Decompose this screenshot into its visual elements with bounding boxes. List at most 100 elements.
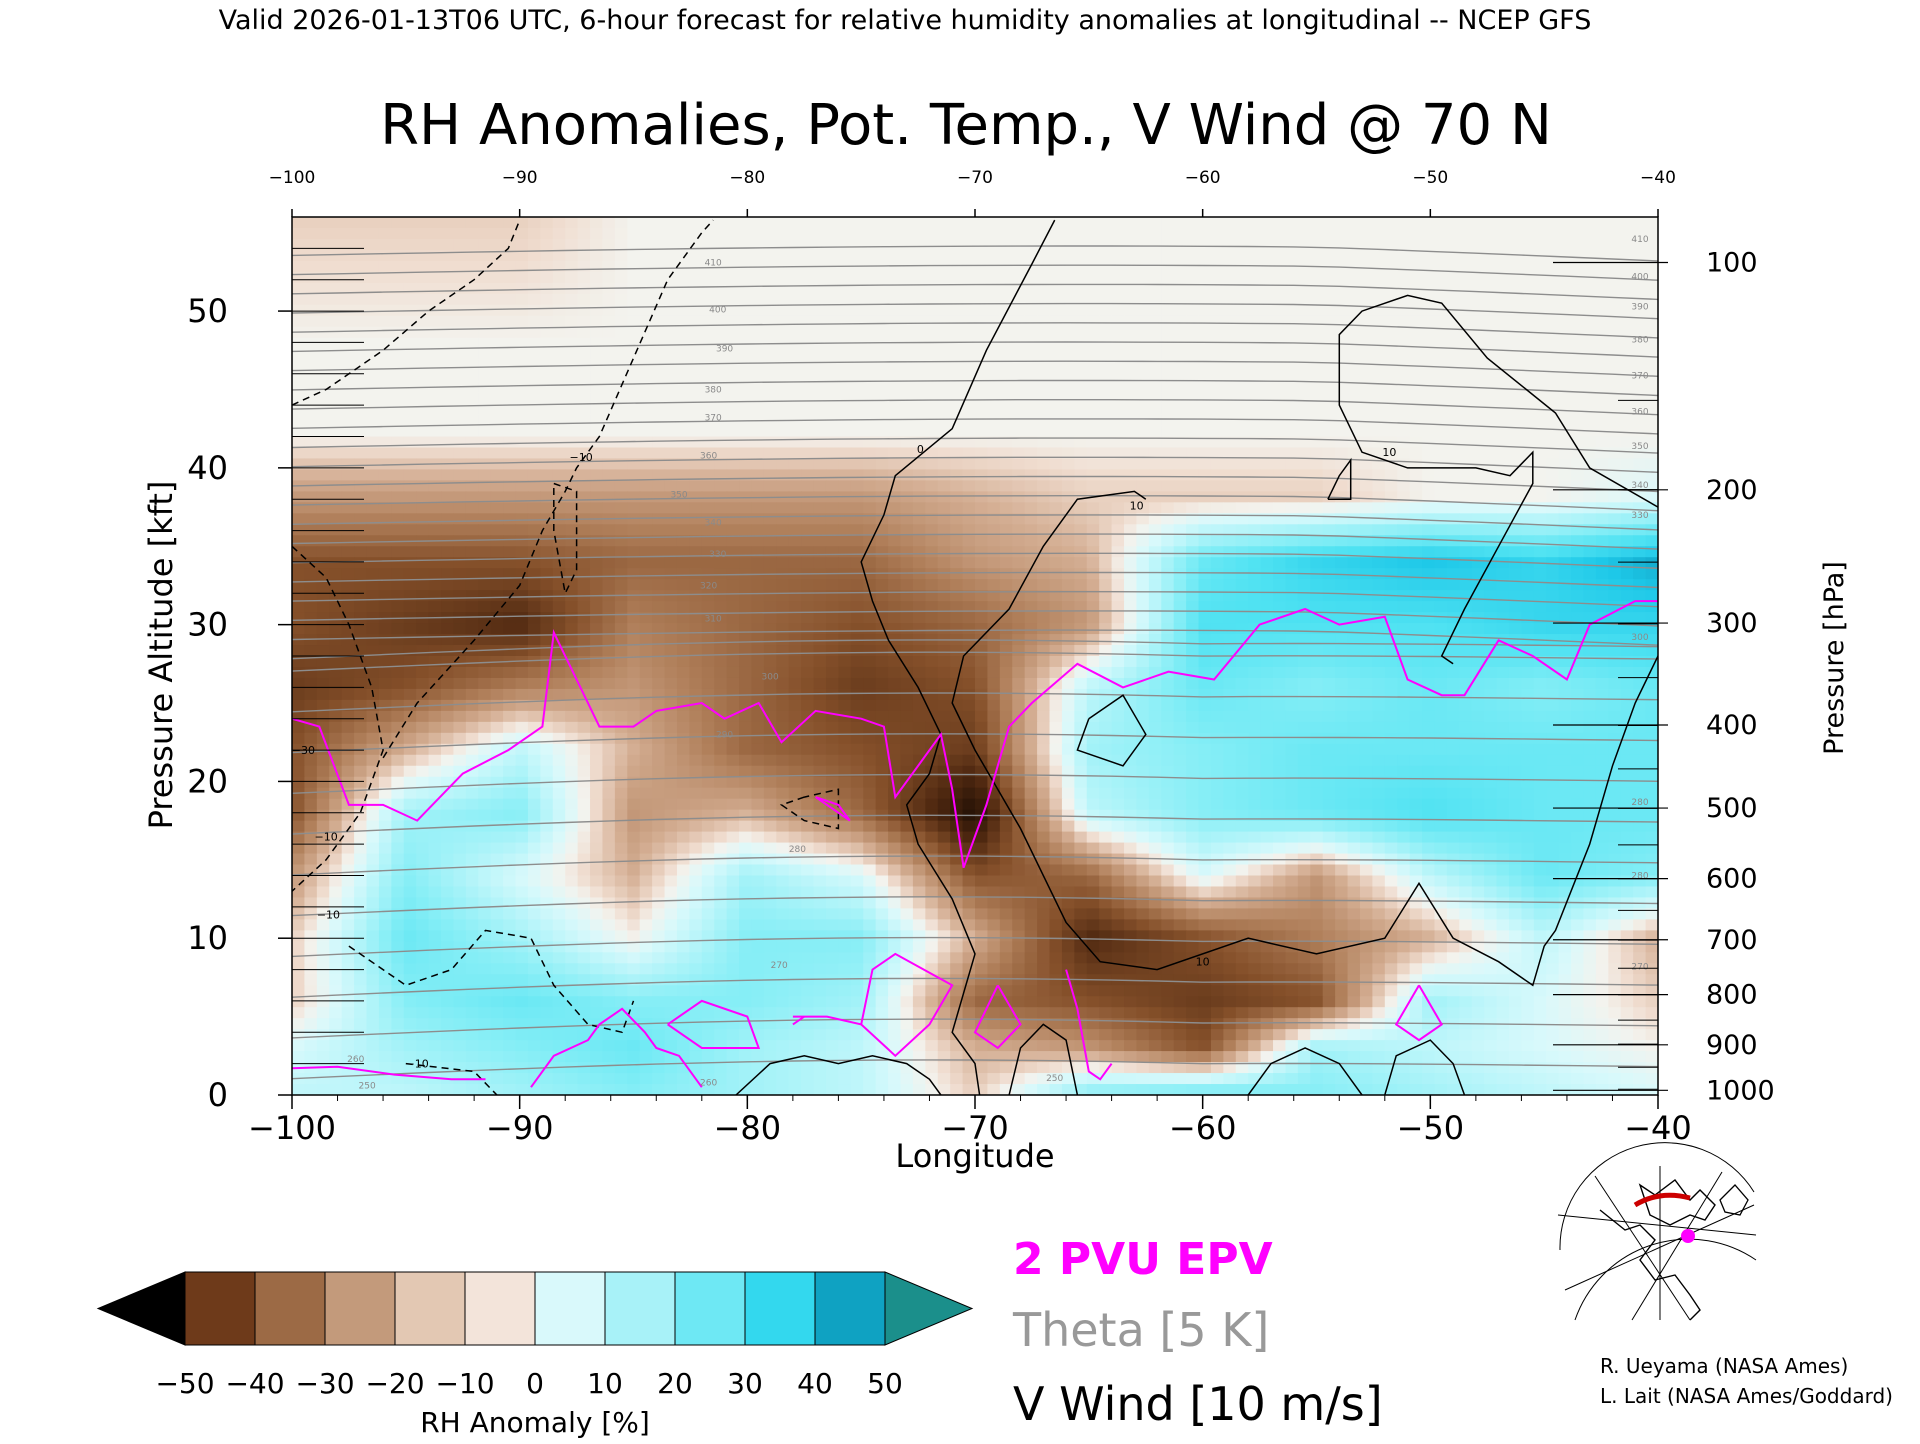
heatmap-cell — [1322, 315, 1336, 328]
heatmap-cell — [863, 326, 877, 339]
heatmap-cell — [441, 392, 455, 405]
heatmap-cell — [900, 502, 914, 514]
heatmap-cell — [292, 392, 306, 405]
heatmap-cell — [577, 227, 591, 240]
heatmap-cell — [1620, 381, 1634, 394]
heatmap-cell — [1645, 282, 1658, 295]
heatmap-cell — [850, 271, 864, 284]
heatmap-cell — [763, 227, 777, 240]
heatmap-cell — [1161, 699, 1175, 712]
heatmap-cell — [341, 238, 355, 251]
heatmap-cell — [1409, 447, 1423, 460]
heatmap-cell — [1297, 217, 1311, 229]
heatmap-cell — [639, 502, 653, 514]
heatmap-cell — [1397, 249, 1411, 262]
heatmap-cell — [813, 293, 827, 306]
heatmap-cell — [465, 282, 479, 295]
heatmap-cell — [1086, 469, 1100, 481]
heatmap-cell — [490, 612, 504, 624]
heatmap-cell — [378, 348, 392, 361]
heatmap-cell — [676, 710, 690, 723]
heatmap-cell — [801, 623, 815, 635]
heatmap-cell — [490, 326, 504, 339]
heatmap-cell — [1546, 557, 1560, 569]
heatmap-cell — [1422, 348, 1436, 361]
heatmap-cell — [428, 480, 442, 492]
heatmap-cell — [627, 524, 641, 536]
heatmap-cell — [1409, 666, 1423, 679]
heatmap-cell — [329, 271, 343, 284]
heatmap-cell — [788, 348, 802, 361]
heatmap-cell — [1074, 513, 1088, 525]
heatmap-cell — [999, 436, 1013, 449]
heatmap-cell — [1322, 645, 1336, 657]
heatmap-cell — [1633, 623, 1647, 635]
rh-anomaly-heatmap — [292, 217, 1658, 1095]
heatmap-cell — [813, 315, 827, 328]
heatmap-cell — [1384, 546, 1398, 558]
heatmap-cell — [428, 293, 442, 306]
heatmap-cell — [329, 359, 343, 372]
heatmap-cell — [1248, 370, 1262, 383]
heatmap-cell — [1645, 304, 1658, 317]
heatmap-cell — [1471, 436, 1485, 449]
heatmap-cell — [354, 469, 368, 481]
heatmap-cell — [912, 260, 926, 273]
heatmap-cell — [962, 238, 976, 251]
heatmap-cell — [614, 480, 628, 492]
heatmap-cell — [850, 458, 864, 471]
heatmap-cell — [1633, 304, 1647, 317]
heatmap-cell — [391, 579, 405, 591]
heatmap-cell — [441, 414, 455, 427]
heatmap-cell — [540, 447, 554, 460]
heatmap-cell — [366, 282, 380, 295]
heatmap-cell — [875, 535, 889, 547]
heatmap-cell — [1124, 645, 1138, 657]
heatmap-cell — [763, 217, 777, 229]
heatmap-cell — [577, 293, 591, 306]
heatmap-cell — [863, 645, 877, 657]
heatmap-cell — [1620, 677, 1634, 690]
heatmap-cell — [602, 666, 616, 679]
heatmap-cell — [1049, 634, 1063, 646]
heatmap-cell — [676, 513, 690, 525]
heatmap-cell — [577, 238, 591, 251]
heatmap-cell — [950, 524, 964, 536]
heatmap-cell — [465, 249, 479, 262]
heatmap-cell — [912, 601, 926, 613]
heatmap-cell — [1186, 601, 1200, 613]
heatmap-cell — [912, 590, 926, 602]
heatmap-cell — [1422, 688, 1436, 701]
heatmap-cell — [428, 513, 442, 525]
heatmap-cell — [503, 546, 517, 558]
heatmap-cell — [465, 381, 479, 394]
heatmap-cell — [652, 326, 666, 339]
heatmap-cell — [1620, 425, 1634, 438]
heatmap-cell — [900, 217, 914, 229]
heatmap-cell — [1148, 359, 1162, 372]
heatmap-cell — [1322, 370, 1336, 383]
heatmap-cell — [1322, 666, 1336, 679]
heatmap-cell — [1136, 458, 1150, 471]
heatmap-cell — [1595, 699, 1609, 712]
heatmap-cell — [1210, 392, 1224, 405]
heatmap-cell — [515, 217, 529, 229]
heatmap-cell — [652, 392, 666, 405]
heatmap-cell — [1322, 271, 1336, 284]
heatmap-cell — [1260, 634, 1274, 646]
heatmap-cell — [1186, 425, 1200, 438]
heatmap-cell — [490, 414, 504, 427]
heatmap-cell — [465, 699, 479, 712]
heatmap-cell — [478, 447, 492, 460]
heatmap-cell — [391, 524, 405, 536]
heatmap-cell — [527, 677, 541, 690]
heatmap-cell — [1546, 623, 1560, 635]
heatmap-cell — [1546, 491, 1560, 503]
heatmap-cell — [465, 458, 479, 471]
heatmap-cell — [875, 315, 889, 328]
heatmap-cell — [763, 535, 777, 547]
heatmap-cell — [1434, 623, 1448, 635]
heatmap-cell — [1111, 557, 1125, 569]
heatmap-cell — [1397, 260, 1411, 273]
heatmap-cell — [1459, 315, 1473, 328]
